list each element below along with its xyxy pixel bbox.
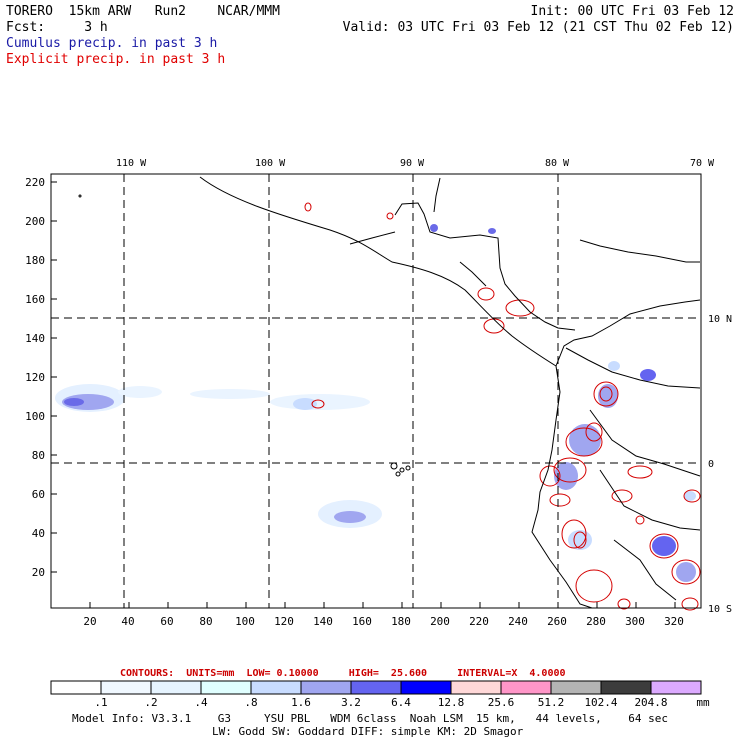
y-tick: 20 [32, 566, 45, 579]
axis-ticks [51, 181, 676, 608]
colorbar-swatch [250, 680, 302, 695]
y-tick: 120 [25, 371, 45, 384]
colorbar-swatch [50, 680, 102, 695]
x-tick: 220 [469, 615, 489, 628]
graticule [51, 174, 701, 608]
colorbar-unit: mm [696, 696, 710, 709]
lat-label-10n: 10 N [708, 314, 732, 325]
colorbar-label: 51.2 [537, 696, 565, 709]
colorbar-swatch [100, 680, 152, 695]
lon-label-110w: 110 W [116, 158, 147, 169]
colorbar-label: 25.6 [487, 696, 515, 709]
x-tick: 60 [160, 615, 173, 628]
explicit-precip-contours [304, 202, 701, 611]
colorbar-swatch [450, 680, 502, 695]
x-tick: 40 [121, 615, 134, 628]
cumulus-precip-shading [55, 224, 696, 582]
x-tick: 160 [352, 615, 372, 628]
x-tick: 20 [83, 615, 96, 628]
colorbar-label: .8 [244, 696, 258, 709]
init-time: Init: 00 UTC Fri 03 Feb 12 [530, 4, 735, 19]
colorbar-swatch [600, 680, 652, 695]
x-tick: 320 [664, 615, 684, 628]
lon-label-90w: 90 W [400, 158, 425, 169]
y-tick: 200 [25, 215, 45, 228]
colorbar [50, 680, 702, 695]
x-tick: 140 [313, 615, 333, 628]
colorbar-swatch [350, 680, 402, 695]
y-tick: 60 [32, 488, 45, 501]
y-tick: 40 [32, 527, 45, 540]
plot-frame [50, 173, 702, 609]
colorbar-swatch [150, 680, 202, 695]
colorbar-label: .4 [194, 696, 208, 709]
lon-label-80w: 80 W [545, 158, 570, 169]
colorbar-label: .1 [94, 696, 108, 709]
colorbar-label: 12.8 [437, 696, 465, 709]
forecast-hour: Fcst: 3 h [6, 20, 108, 35]
x-tick: 300 [625, 615, 645, 628]
y-tick: 80 [32, 449, 45, 462]
colorbar-label: .2 [144, 696, 158, 709]
x-tick: 200 [430, 615, 450, 628]
coastlines [78, 176, 701, 609]
x-tick: 280 [586, 615, 606, 628]
colorbar-swatch [650, 680, 702, 695]
x-tick: 100 [235, 615, 255, 628]
x-tick: 120 [274, 615, 294, 628]
y-tick: 140 [25, 332, 45, 345]
colorbar-swatch [200, 680, 252, 695]
colorbar-swatch [400, 680, 452, 695]
x-tick: 260 [547, 615, 567, 628]
contour-info: CONTOURS: UNITS=mm LOW= 0.10000 HIGH= 25… [120, 668, 566, 679]
y-tick: 220 [25, 176, 45, 189]
valid-time: Valid: 03 UTC Fri 03 Feb 12 (21 CST Thu … [342, 20, 734, 35]
lat-label-0: 0 [708, 459, 714, 470]
colorbar-swatch [500, 680, 552, 695]
colorbar-swatch [550, 680, 602, 695]
y-tick: 160 [25, 293, 45, 306]
lon-label-100w: 100 W [255, 158, 286, 169]
x-tick: 80 [199, 615, 212, 628]
colorbar-label: 204.8 [634, 696, 668, 709]
y-tick: 180 [25, 254, 45, 267]
explicit-legend: Explicit precip. in past 3 h [6, 52, 226, 67]
model-title: TORERO 15km ARW Run2 NCAR/MMM [6, 4, 280, 19]
colorbar-label: 1.6 [291, 696, 311, 709]
y-tick: 100 [25, 410, 45, 423]
physics-info: LW: Godd SW: Goddard DIFF: simple KM: 2D… [212, 725, 524, 738]
cumulus-legend: Cumulus precip. in past 3 h [6, 36, 218, 51]
colorbar-label: 6.4 [391, 696, 411, 709]
x-tick: 180 [391, 615, 411, 628]
lon-label-70w: 70 W [690, 158, 715, 169]
colorbar-label: 3.2 [341, 696, 361, 709]
x-tick: 240 [508, 615, 528, 628]
colorbar-swatch [300, 680, 352, 695]
colorbar-label: 102.4 [584, 696, 618, 709]
lat-label-10s: 10 S [708, 604, 732, 615]
model-info: Model Info: V3.3.1 G3 YSU PBL WDM 6class… [72, 712, 669, 725]
